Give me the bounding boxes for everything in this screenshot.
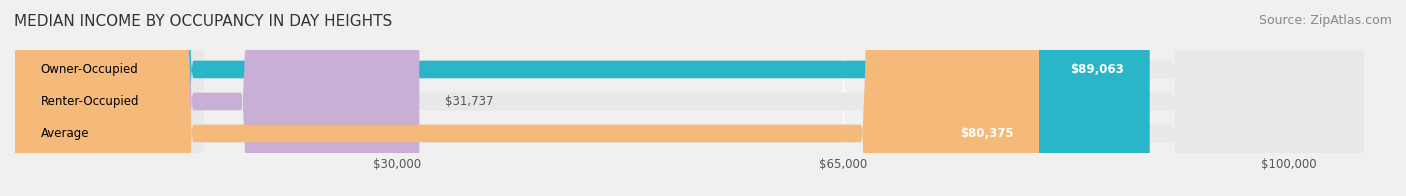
- Text: MEDIAN INCOME BY OCCUPANCY IN DAY HEIGHTS: MEDIAN INCOME BY OCCUPANCY IN DAY HEIGHT…: [14, 14, 392, 29]
- FancyBboxPatch shape: [15, 0, 1039, 196]
- FancyBboxPatch shape: [15, 0, 1364, 196]
- Text: $89,063: $89,063: [1070, 63, 1125, 76]
- FancyBboxPatch shape: [15, 0, 419, 196]
- FancyBboxPatch shape: [15, 0, 1364, 196]
- FancyBboxPatch shape: [15, 0, 1364, 196]
- Text: Renter-Occupied: Renter-Occupied: [41, 95, 139, 108]
- Text: $80,375: $80,375: [960, 127, 1014, 140]
- FancyBboxPatch shape: [15, 0, 1150, 196]
- Text: Owner-Occupied: Owner-Occupied: [41, 63, 138, 76]
- Text: $31,737: $31,737: [444, 95, 494, 108]
- Text: Average: Average: [41, 127, 89, 140]
- Text: Source: ZipAtlas.com: Source: ZipAtlas.com: [1258, 14, 1392, 27]
